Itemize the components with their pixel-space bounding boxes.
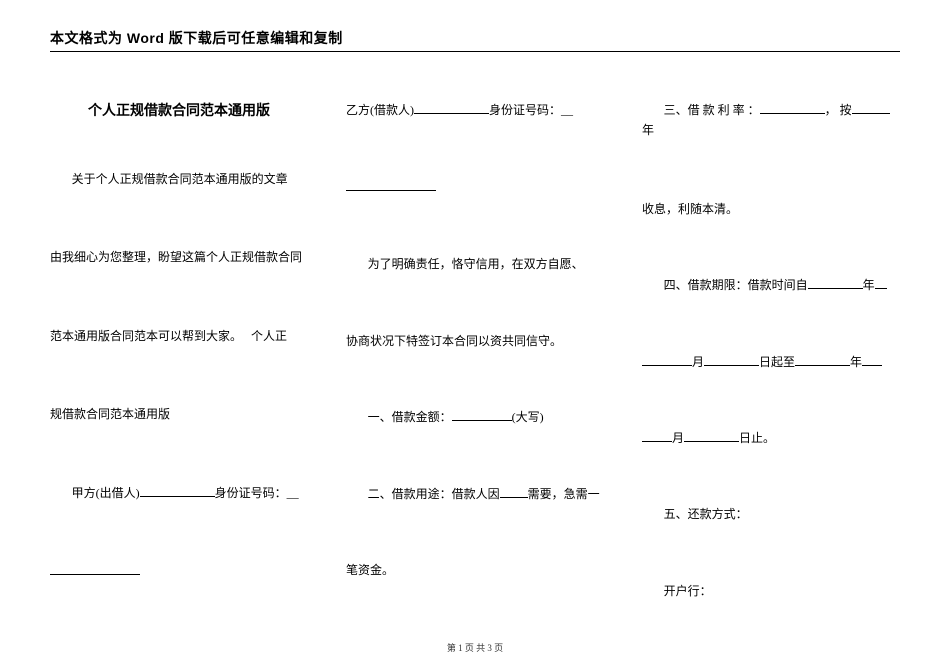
col3-para-1: 三、借 款 利 率 ： ， 按年 (642, 100, 900, 141)
blank-field (50, 574, 140, 575)
blank-field (414, 113, 489, 114)
text: (大写) (512, 410, 544, 424)
text: 三、借 款 利 率 ： (664, 103, 760, 117)
text: 一、借款金额： (368, 410, 452, 424)
blank-field (704, 365, 759, 366)
text: ， 按 (825, 103, 852, 117)
col2-para-7: 笔资金。 (346, 560, 604, 580)
text: 身份证号码： (489, 103, 561, 117)
text: __ (287, 486, 299, 500)
col1-para-1: 关于个人正规借款合同范本通用版的文章 (50, 169, 308, 189)
blank-field (642, 365, 692, 366)
text: 年 (642, 123, 654, 137)
column-2: 乙方(借款人) 身份证号码：__ 为了明确责任，恪守信用，在双方自愿、 协商状况下… (346, 100, 604, 601)
text: __ (561, 103, 573, 117)
col3-para-4: 月 日起至 年 (642, 352, 900, 372)
blank-field (140, 496, 215, 497)
text: 日起至 (759, 355, 795, 369)
text: 乙方(借款人) (346, 103, 414, 117)
blank-field (452, 420, 512, 421)
text: 身份证号码： (215, 486, 287, 500)
text: 四、借款期限：借款时间自 (664, 278, 808, 292)
col2-para-4: 协商状况下特签订本合同以资共同信守。 (346, 331, 604, 351)
blank-field (684, 441, 739, 442)
col3-para-6: 五、还款方式： (642, 504, 900, 524)
blank-field (642, 441, 672, 442)
text: 二、借款用途：借款人因 (368, 487, 500, 501)
blank-field (500, 497, 528, 498)
page-footer: 第 1 页 共 3 页 (0, 641, 950, 654)
blank-field (808, 288, 863, 289)
col1-para-3: 范本通用版合同范本可以帮到大家。 个人正 (50, 326, 308, 346)
text: 月 (692, 355, 704, 369)
col1-para-5: 甲方(出借人) 身份证号码：__ (50, 483, 308, 503)
column-3: 三、借 款 利 率 ：， 按年 收息，利随本清。 四、借款期限：借款时间自年 月… (642, 100, 900, 601)
col2-para-6: 二、借款用途：借款人因 需要，急需一 (346, 484, 604, 504)
text: 需要，急需一 (528, 487, 600, 501)
document-title: 个人正规借款合同范本通用版 (50, 100, 308, 121)
col1-para-4: 规借款合同范本通用版 (50, 404, 308, 424)
col2-para-5: 一、借款金额： (大写) (346, 407, 604, 427)
blank-field (862, 365, 882, 366)
blank-field (346, 190, 436, 191)
blank-field (795, 365, 850, 366)
column-1: 个人正规借款合同范本通用版 关于个人正规借款合同范本通用版的文章 由我细心为您整… (50, 100, 308, 601)
text: 个人正 (251, 329, 287, 343)
text: 范本通用版合同范本可以帮到大家。 (50, 329, 242, 343)
page-header: 本文格式为 Word 版下载后可任意编辑和复制 (50, 28, 900, 52)
col2-para-3: 为了明确责任，恪守信用，在双方自愿、 (346, 254, 604, 274)
blank-field (760, 113, 825, 114)
blank-field (875, 288, 887, 289)
text: 日止。 (739, 431, 775, 445)
col3-para-7: 开户行： (642, 581, 900, 601)
content-columns: 个人正规借款合同范本通用版 关于个人正规借款合同范本通用版的文章 由我细心为您整… (50, 100, 900, 601)
col3-para-2: 收息，利随本清。 (642, 199, 900, 219)
col3-para-5: 月 日止。 (642, 428, 900, 448)
col1-para-2: 由我细心为您整理，盼望这篇个人正规借款合同 (50, 247, 308, 267)
col1-para-6 (50, 561, 308, 581)
blank-field (852, 113, 890, 114)
text: 甲方(出借人) (72, 486, 140, 500)
col2-para-1: 乙方(借款人) 身份证号码：__ (346, 100, 604, 120)
text: 月 (672, 431, 684, 445)
text: 年 (863, 278, 875, 292)
col3-para-3: 四、借款期限：借款时间自 年 (642, 275, 900, 295)
text: 年 (850, 355, 862, 369)
col2-para-2 (346, 178, 604, 196)
